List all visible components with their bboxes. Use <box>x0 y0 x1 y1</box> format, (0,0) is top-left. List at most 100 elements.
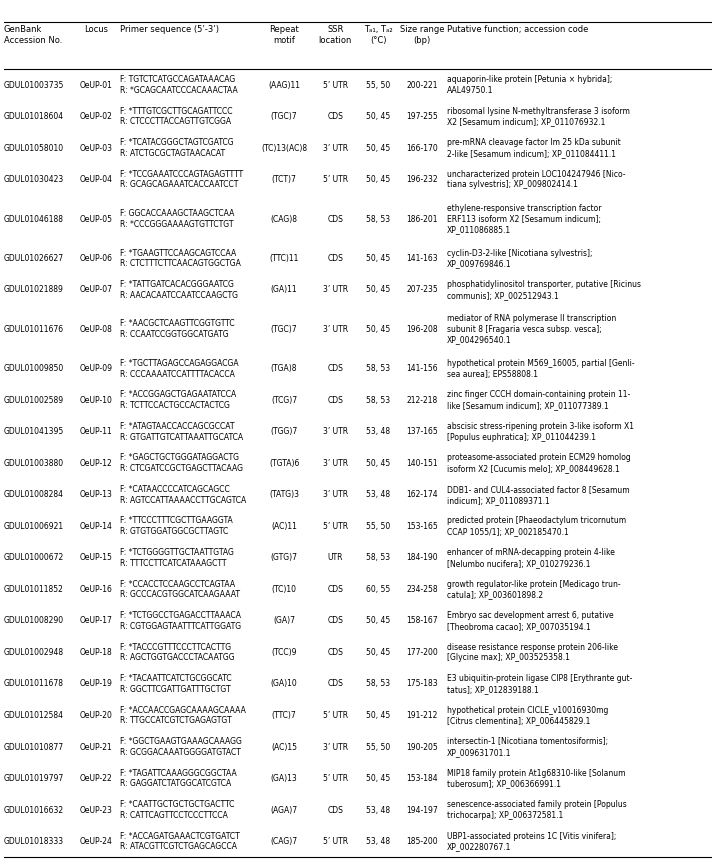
Text: 3’ UTR: 3’ UTR <box>323 459 348 468</box>
Text: (TTC)11: (TTC)11 <box>269 254 299 263</box>
Text: OeUP-18: OeUP-18 <box>80 648 112 657</box>
Text: 3’ UTR: 3’ UTR <box>323 427 348 436</box>
Text: CDS: CDS <box>328 396 343 404</box>
Text: senescence-associated family protein [Populus
trichocarpa]; XP_006372581.1: senescence-associated family protein [Po… <box>447 800 627 820</box>
Text: CDS: CDS <box>328 680 343 688</box>
Text: GDUL01030423: GDUL01030423 <box>4 175 64 184</box>
Text: 207-235: 207-235 <box>407 286 438 294</box>
Text: OeUP-16: OeUP-16 <box>80 585 112 594</box>
Text: (AC)15: (AC)15 <box>271 742 297 752</box>
Text: (GA)13: (GA)13 <box>271 774 298 783</box>
Text: (TGC)7: (TGC)7 <box>271 112 298 121</box>
Text: F: *CATAACCCCATCAGCAGCC
R: AGTCCATTAAAACCTTGCAGTCA: F: *CATAACCCCATCAGCAGCC R: AGTCCATTAAAAC… <box>120 485 246 505</box>
Text: 196-232: 196-232 <box>407 175 438 184</box>
Text: GDUL01002948: GDUL01002948 <box>4 648 63 657</box>
Text: GDUL01018333: GDUL01018333 <box>4 837 63 846</box>
Text: F: *TCATACGGGCTAGTCGATCG
R: ATCTGCGCTAGTAACACAT: F: *TCATACGGGCTAGTCGATCG R: ATCTGCGCTAGT… <box>120 139 234 158</box>
Text: uncharacterized protein LOC104247946 [Nico-
tiana sylvestris]; XP_009802414.1: uncharacterized protein LOC104247946 [Ni… <box>447 170 626 190</box>
Text: F: *TACAATTCATCTGCGGCATC
R: GGCTTCGATTGATTTGCTGT: F: *TACAATTCATCTGCGGCATC R: GGCTTCGATTGA… <box>120 674 231 694</box>
Text: 184-190: 184-190 <box>407 553 438 562</box>
Text: F: *TACCCGTTTCCCTTCACTTG
R: AGCTGGTGACCCTACAATGG: F: *TACCCGTTTCCCTTCACTTG R: AGCTGGTGACCC… <box>120 643 234 662</box>
Text: abscisic stress-ripening protein 3-like isoform X1
[Populus euphratica]; XP_0110: abscisic stress-ripening protein 3-like … <box>447 422 634 442</box>
Text: disease resistance response protein 206-like
[Glycine max]; XP_003525358.1: disease resistance response protein 206-… <box>447 643 618 662</box>
Text: CDS: CDS <box>328 112 343 121</box>
Text: 197-255: 197-255 <box>407 112 438 121</box>
Text: OeUP-02: OeUP-02 <box>80 112 112 121</box>
Text: Repeat
motif: Repeat motif <box>269 25 299 44</box>
Text: OeUP-01: OeUP-01 <box>80 81 112 89</box>
Text: (TC)13(AC)8: (TC)13(AC)8 <box>261 144 307 152</box>
Text: 50, 45: 50, 45 <box>366 648 390 657</box>
Text: (TATG)3: (TATG)3 <box>269 490 299 500</box>
Text: (GTG)7: (GTG)7 <box>271 553 298 562</box>
Text: F: *TCCGAAATCCCAGTAGAGTTTT
R: GCAGCAGAAATCACCAATCCT: F: *TCCGAAATCCCAGTAGAGTTTT R: GCAGCAGAAA… <box>120 170 243 190</box>
Text: 50, 45: 50, 45 <box>366 617 390 625</box>
Text: 5’ UTR: 5’ UTR <box>323 711 348 720</box>
Text: F: *ACCAGATGAAACTCGTGATCT
R: ATACGTTCGTCTGAGCAGCCA: F: *ACCAGATGAAACTCGTGATCT R: ATACGTTCGTC… <box>120 831 239 851</box>
Text: GDUL01003880: GDUL01003880 <box>4 459 63 468</box>
Text: (TTC)7: (TTC)7 <box>272 711 296 720</box>
Text: 50, 45: 50, 45 <box>366 175 390 184</box>
Text: CDS: CDS <box>328 648 343 657</box>
Text: F: *GGCTGAAGTGAAAGCAAAGG
R: GCGGACAAATGGGGATGTACT: F: *GGCTGAAGTGAAAGCAAAGG R: GCGGACAAATGG… <box>120 737 241 757</box>
Text: ethylene-responsive transcription factor
ERF113 isoform X2 [Sesamum indicum];
XP: ethylene-responsive transcription factor… <box>447 204 602 235</box>
Text: F: *TGCTTAGAGCCAGAGGACGA
R: CCCAAAATCCATTTTACACCA: F: *TGCTTAGAGCCAGAGGACGA R: CCCAAAATCCAT… <box>120 359 239 378</box>
Text: F: *GAGCTGCTGGGATAGGACTG
R: CTCGATCCGCTGAGCTTACAAG: F: *GAGCTGCTGGGATAGGACTG R: CTCGATCCGCTG… <box>120 454 243 473</box>
Text: 3’ UTR: 3’ UTR <box>323 286 348 294</box>
Text: (TCG)7: (TCG)7 <box>271 396 297 404</box>
Text: GDUL01008284: GDUL01008284 <box>4 490 63 500</box>
Text: 58, 53: 58, 53 <box>366 553 390 562</box>
Text: 190-205: 190-205 <box>407 742 438 752</box>
Text: 60, 55: 60, 55 <box>366 585 390 594</box>
Text: 50, 45: 50, 45 <box>366 459 390 468</box>
Text: 194-197: 194-197 <box>407 805 438 815</box>
Text: DDB1- and CUL4-associated factor 8 [Sesamum
indicum]; XP_011089371.1: DDB1- and CUL4-associated factor 8 [Sesa… <box>447 485 629 505</box>
Text: OeUP-21: OeUP-21 <box>80 742 112 752</box>
Text: Embryo sac development arrest 6, putative
[Theobroma cacao]; XP_007035194.1: Embryo sac development arrest 6, putativ… <box>447 611 614 630</box>
Text: (TCC)9: (TCC)9 <box>271 648 297 657</box>
Text: F: *CAATTGCTGCTGCTGACTTC
R: CATTCAGTTCCTCCCTTCCA: F: *CAATTGCTGCTGCTGACTTC R: CATTCAGTTCCT… <box>120 800 234 820</box>
Text: GDUL01000672: GDUL01000672 <box>4 553 64 562</box>
Text: 50, 45: 50, 45 <box>366 112 390 121</box>
Text: OeUP-24: OeUP-24 <box>80 837 112 846</box>
Text: proteasome-associated protein ECM29 homolog
isoform X2 [Cucumis melo]; XP_008449: proteasome-associated protein ECM29 homo… <box>447 454 631 473</box>
Text: F: *TGAAGTTCCAAGCAGTCCAA
R: CTCTTTCTTCAACAGTGGCTGA: F: *TGAAGTTCCAAGCAGTCCAA R: CTCTTTCTTCAA… <box>120 249 241 268</box>
Text: OeUP-07: OeUP-07 <box>80 286 112 294</box>
Text: Putative function; accession code: Putative function; accession code <box>447 25 589 34</box>
Text: 55, 50: 55, 50 <box>366 81 390 89</box>
Text: (TGG)7: (TGG)7 <box>271 427 298 436</box>
Text: 3’ UTR: 3’ UTR <box>323 490 348 500</box>
Text: enhancer of mRNA-decapping protein 4-like
[Nelumbo nucifera]; XP_010279236.1: enhancer of mRNA-decapping protein 4-lik… <box>447 548 615 568</box>
Text: GDUL01002589: GDUL01002589 <box>4 396 63 404</box>
Text: (GA)11: (GA)11 <box>271 286 298 294</box>
Text: (TGC)7: (TGC)7 <box>271 325 298 333</box>
Text: (GA)10: (GA)10 <box>271 680 298 688</box>
Text: pre-mRNA cleavage factor Im 25 kDa subunit
2-like [Sesamum indicum]; XP_01108441: pre-mRNA cleavage factor Im 25 kDa subun… <box>447 139 621 158</box>
Text: GDUL01003735: GDUL01003735 <box>4 81 64 89</box>
Text: zinc finger CCCH domain-containing protein 11-
like [Sesamum indicum]; XP_011077: zinc finger CCCH domain-containing prote… <box>447 391 630 410</box>
Text: (TGTA)6: (TGTA)6 <box>269 459 299 468</box>
Text: 185-200: 185-200 <box>407 837 438 846</box>
Text: Locus: Locus <box>84 25 108 34</box>
Text: F: *TAGATTCAAAGGGCGGCTAA
R: GAGGATCTATGGCATCGTCA: F: *TAGATTCAAAGGGCGGCTAA R: GAGGATCTATGG… <box>120 769 236 788</box>
Text: (GA)7: (GA)7 <box>273 617 295 625</box>
Text: Primer sequence (5’-3’): Primer sequence (5’-3’) <box>120 25 219 34</box>
Text: 137-165: 137-165 <box>407 427 438 436</box>
Text: UBP1-associated proteins 1C [Vitis vinifera];
XP_002280767.1: UBP1-associated proteins 1C [Vitis vinif… <box>447 831 617 851</box>
Text: GDUL01011676: GDUL01011676 <box>4 325 63 333</box>
Text: GenBank
Accession No.: GenBank Accession No. <box>4 25 62 44</box>
Text: 58, 53: 58, 53 <box>366 680 390 688</box>
Text: 234-258: 234-258 <box>407 585 438 594</box>
Text: 186-201: 186-201 <box>407 215 438 223</box>
Text: OeUP-05: OeUP-05 <box>80 215 112 223</box>
Text: phosphatidylinositol transporter, putative [Ricinus
communis]; XP_002512943.1: phosphatidylinositol transporter, putati… <box>447 280 641 300</box>
Text: (TGA)8: (TGA)8 <box>271 365 298 373</box>
Text: 3’ UTR: 3’ UTR <box>323 742 348 752</box>
Text: GDUL01019797: GDUL01019797 <box>4 774 64 783</box>
Text: 140-151: 140-151 <box>407 459 438 468</box>
Text: F: *TATTGATCACACGGGAATCG
R: AACACAATCCAATCCAAGCTG: F: *TATTGATCACACGGGAATCG R: AACACAATCCAA… <box>120 280 238 300</box>
Text: (CAG)7: (CAG)7 <box>271 837 298 846</box>
Text: GDUL01058010: GDUL01058010 <box>4 144 63 152</box>
Text: cyclin-D3-2-like [Nicotiana sylvestris];
XP_009769846.1: cyclin-D3-2-like [Nicotiana sylvestris];… <box>447 249 592 268</box>
Text: 191-212: 191-212 <box>407 711 438 720</box>
